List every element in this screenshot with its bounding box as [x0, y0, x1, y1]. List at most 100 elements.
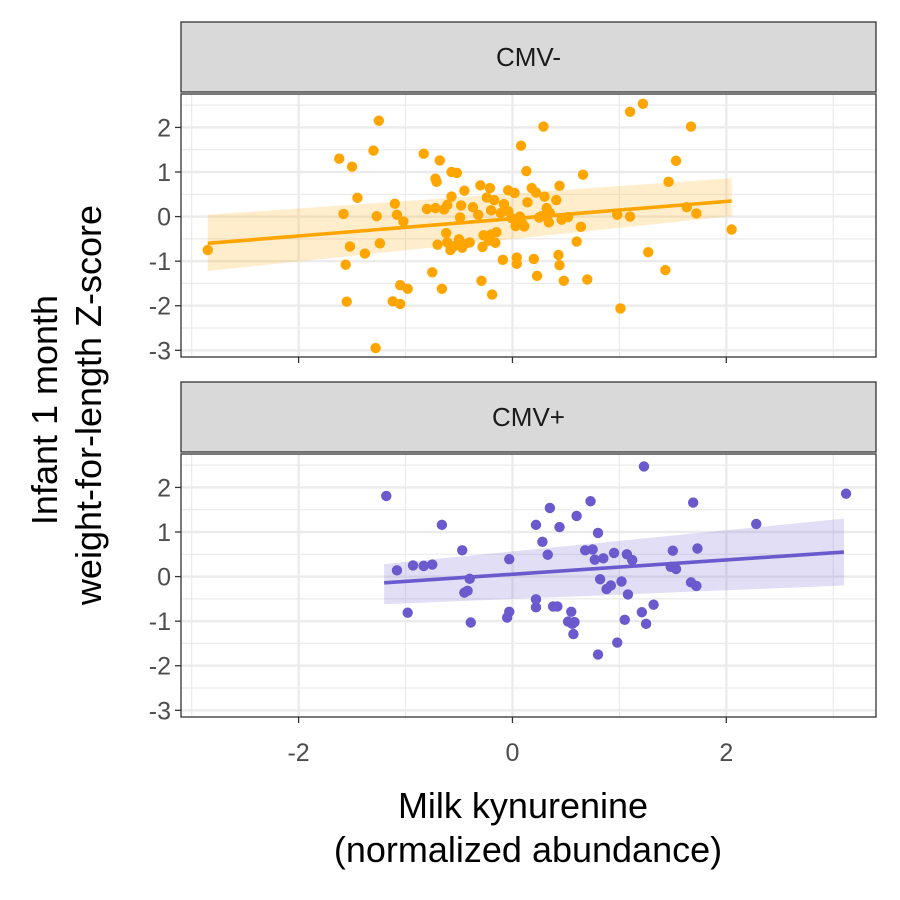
data-point	[667, 545, 679, 556]
y-axis: -3 -2 -1 0 1 2	[149, 474, 181, 725]
data-point	[575, 221, 587, 233]
data-point	[373, 115, 385, 126]
data-point	[612, 637, 623, 648]
data-point	[519, 221, 530, 232]
data-point	[608, 547, 620, 559]
data-point	[344, 241, 356, 252]
facet-strip	[180, 381, 877, 453]
data-point	[341, 296, 352, 307]
facet-strip-label: CMV-	[496, 42, 561, 72]
data-point	[370, 342, 381, 354]
data-point	[643, 247, 654, 258]
data-point	[440, 227, 452, 239]
data-point	[398, 216, 409, 227]
data-point	[577, 169, 589, 180]
data-point	[454, 212, 466, 223]
data-point	[554, 180, 565, 192]
data-point	[571, 236, 582, 247]
y-tick-label: 2	[157, 474, 171, 502]
data-point	[402, 607, 413, 618]
data-point	[569, 616, 580, 628]
data-point	[504, 554, 515, 565]
data-point	[391, 209, 403, 221]
data-point	[568, 628, 579, 640]
data-point	[374, 238, 386, 249]
data-point	[751, 518, 762, 530]
data-point	[465, 617, 476, 628]
confidence-band	[384, 518, 844, 605]
data-point	[544, 502, 556, 514]
data-point	[338, 208, 349, 220]
data-point	[587, 544, 598, 555]
data-point	[402, 283, 413, 294]
data-point	[334, 153, 345, 164]
x-axis-title: Milk kynurenine (normalized abundance)	[334, 785, 722, 870]
x-tick-label: -2	[287, 739, 309, 767]
y-tick-label: -1	[149, 608, 171, 636]
data-point	[648, 599, 659, 610]
data-point	[394, 298, 406, 310]
data-point	[462, 585, 473, 597]
data-point	[381, 490, 392, 502]
y-axis-title: Infant 1 month weight-for-length Z-score	[24, 205, 109, 606]
data-point	[640, 618, 652, 630]
data-point	[691, 580, 702, 592]
data-point	[539, 191, 550, 202]
data-point	[522, 197, 533, 208]
x-axis: -2 0 2	[287, 739, 733, 767]
x-axis-title-line-1: Milk kynurenine	[398, 785, 648, 826]
data-point	[476, 275, 487, 286]
data-point	[571, 510, 582, 522]
data-point	[542, 549, 553, 560]
panel-border	[180, 93, 877, 358]
data-point	[346, 161, 358, 172]
data-point	[486, 289, 498, 300]
data-point	[442, 199, 453, 211]
data-point	[340, 259, 351, 270]
data-point	[663, 176, 674, 188]
data-point	[691, 208, 702, 219]
data-point	[627, 554, 638, 566]
y-tick-label: -3	[149, 337, 171, 365]
data-point	[446, 191, 457, 202]
data-point	[543, 217, 555, 228]
y-tick-label: -2	[149, 653, 171, 681]
data-point	[431, 176, 442, 188]
data-point	[566, 606, 577, 617]
data-point	[622, 589, 634, 600]
y-tick-label: 1	[157, 159, 171, 187]
data-point	[636, 607, 648, 618]
y-tick-label: 0	[157, 564, 171, 592]
regression-line	[384, 550, 845, 585]
data-point	[537, 536, 548, 548]
data-point	[551, 194, 562, 206]
data-point	[489, 194, 500, 206]
data-point	[418, 560, 429, 572]
x-tick-label: 0	[506, 739, 520, 767]
data-point	[457, 545, 468, 556]
data-point	[436, 519, 448, 531]
data-point	[484, 182, 496, 194]
data-point	[497, 254, 509, 266]
data-point	[615, 303, 626, 314]
data-point	[582, 274, 593, 285]
y-tick-label: -2	[149, 293, 171, 321]
y-tick-label: -3	[149, 697, 171, 725]
data-point	[687, 497, 699, 508]
data-point	[473, 209, 484, 221]
data-point	[475, 180, 486, 191]
data-point	[371, 210, 382, 222]
data-point	[660, 264, 671, 276]
regression-line	[207, 199, 732, 246]
data-point	[202, 244, 213, 256]
data-point	[619, 614, 630, 626]
data-point	[685, 121, 697, 132]
data-point	[552, 601, 563, 612]
y-axis: -3 -2 -1 0 1 2	[149, 114, 181, 365]
data-point	[430, 202, 441, 214]
data-point	[515, 140, 527, 151]
data-point	[464, 237, 475, 248]
panel-background	[181, 454, 876, 717]
points	[381, 461, 852, 660]
